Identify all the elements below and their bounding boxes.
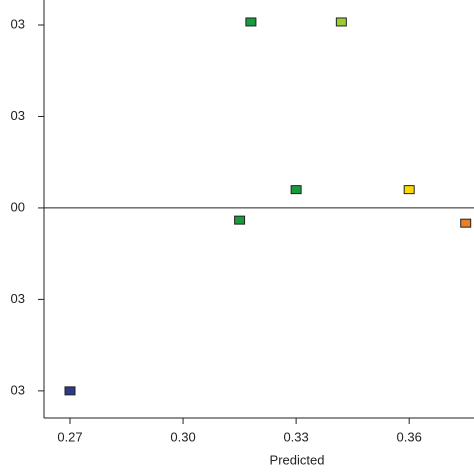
y-tick-label: 03 (11, 291, 25, 306)
point (403, 185, 415, 195)
point (64, 386, 76, 396)
x-tick-label: 0.36 (397, 429, 422, 444)
y-tick-label: 03 (11, 108, 25, 123)
y-tick-label: 03 (11, 16, 25, 31)
y-tick-label: 03 (11, 382, 25, 397)
x-axis-label: Predicted (270, 452, 325, 467)
point (335, 17, 347, 27)
y-tick-label: 00 (11, 199, 25, 214)
point (460, 218, 472, 228)
x-tick-label: 0.30 (170, 429, 195, 444)
x-tick-label: 0.33 (283, 429, 308, 444)
point (290, 185, 302, 195)
point (245, 17, 257, 27)
point (234, 215, 246, 225)
x-tick-label: 0.27 (57, 429, 82, 444)
